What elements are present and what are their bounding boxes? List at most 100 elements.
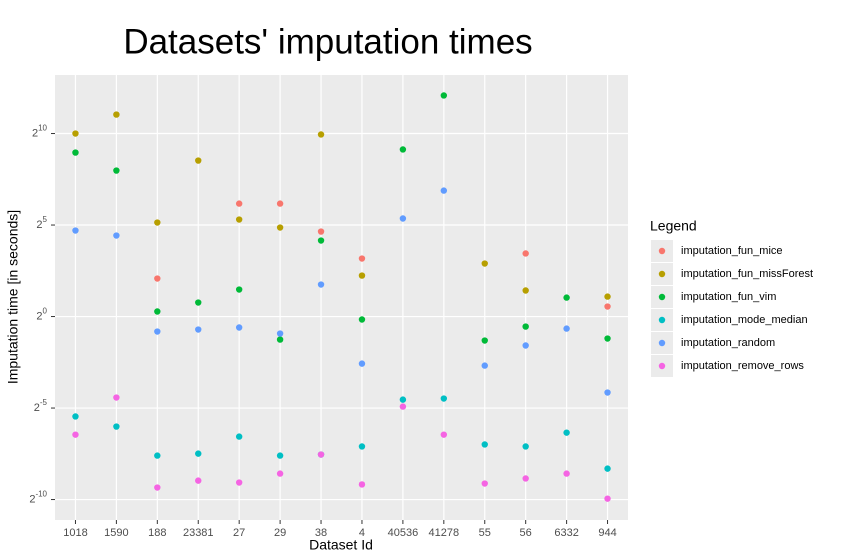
y-axis-label: Imputation time [in seconds] [5,210,21,384]
point [154,219,161,226]
point [154,275,161,282]
y-tick-exponent: 5 [43,215,48,224]
y-tick-base: 2 [36,310,42,322]
legend-marker [658,316,666,324]
x-tick-label: 6332 [554,527,578,539]
point [235,479,243,486]
point [317,451,325,458]
point [440,395,448,402]
point [113,167,120,174]
legend-label: imputation_random [681,337,775,349]
point [358,360,366,367]
point [317,131,325,138]
legend-label: imputation_mode_median [681,314,808,326]
y-tick-label: 2-10 [29,490,47,506]
y-tick-base: 2 [34,402,40,414]
x-tick-label: 188 [148,527,166,539]
x-tick-label: 56 [520,527,532,539]
point [195,326,202,333]
point [563,325,570,332]
point [440,431,448,438]
y-tick-exponent: -5 [40,398,48,407]
point [481,337,488,344]
point [276,224,284,231]
x-axis-label: Dataset Id [309,537,373,553]
point [399,215,407,222]
point [154,308,161,315]
point [195,450,202,457]
point [358,481,366,488]
y-tick-exponent: 0 [43,307,48,316]
x-tick-label: 23381 [183,527,214,539]
legend-marker [658,270,666,278]
point [358,272,366,279]
point [113,232,120,239]
point [481,441,488,448]
point [440,92,448,99]
y-tick-exponent: -10 [35,490,47,499]
point [604,293,611,300]
x-tick-label: 41278 [429,527,460,539]
point [195,477,202,484]
y-tick-label: 20 [36,307,47,323]
chart-title: Datasets' imputation times [123,22,532,61]
y-tick-label: 2-5 [34,398,48,414]
y-tick-base: 2 [36,219,42,231]
point [113,394,120,401]
x-tick-label: 29 [274,527,286,539]
point [604,303,611,310]
legend-title: Legend [650,218,697,234]
point [276,470,284,477]
point [563,470,570,477]
x-tick-label: 944 [598,527,616,539]
legend-marker [658,362,666,370]
point [563,294,570,301]
point [358,443,366,450]
y-tick-base: 2 [32,127,38,139]
point [399,403,407,410]
point [72,227,79,234]
point [399,396,407,403]
x-tick-label: 55 [479,527,491,539]
point [358,255,366,262]
point [563,429,570,436]
point [235,433,243,440]
point [399,146,407,153]
point [235,200,243,207]
point [440,187,448,194]
x-tick-label: 40536 [388,527,419,539]
point [481,362,488,369]
legend-label: imputation_fun_missForest [681,268,813,280]
point [113,111,120,118]
legend-label: imputation_fun_mice [681,245,783,257]
x-tick-label: 38 [315,527,327,539]
point [522,287,529,294]
point [604,495,611,502]
point [604,465,611,472]
point [522,342,529,349]
point [235,286,243,293]
point [72,149,79,156]
legend-label: imputation_remove_rows [681,360,804,372]
x-tick-label: 27 [233,527,245,539]
point [72,431,79,438]
point [276,336,284,343]
legend-marker [658,339,666,347]
y-tick-exponent: 10 [38,124,47,133]
point [317,281,325,288]
point [522,323,529,330]
point [235,216,243,223]
point [317,228,325,235]
point [522,475,529,482]
y-tick-label: 25 [36,215,47,231]
legend-label: imputation_fun_vim [681,291,776,303]
x-tick-label: 4 [359,527,365,539]
x-tick-label: 1590 [104,527,128,539]
legend-marker [658,247,666,255]
point [604,389,611,396]
point [195,157,202,164]
point [522,443,529,450]
point [72,413,79,420]
point [276,452,284,459]
point [195,299,202,306]
